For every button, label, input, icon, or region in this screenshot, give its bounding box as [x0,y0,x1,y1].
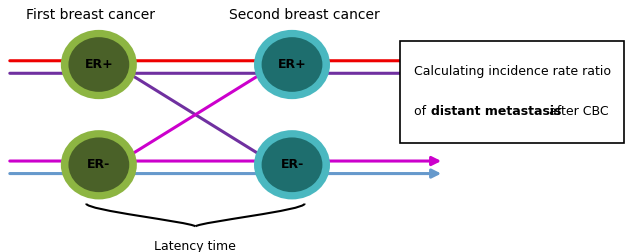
Ellipse shape [61,30,137,99]
Text: of: of [414,105,431,118]
Ellipse shape [262,37,322,92]
Text: Latency time: Latency time [154,240,236,252]
FancyBboxPatch shape [399,41,625,143]
Text: Second breast cancer: Second breast cancer [228,8,380,21]
Text: ER+: ER+ [84,58,113,71]
Ellipse shape [68,37,130,92]
Ellipse shape [61,130,137,199]
Text: Calculating incidence rate ratio: Calculating incidence rate ratio [413,65,611,78]
Ellipse shape [68,137,130,192]
Text: ER+: ER+ [278,58,306,71]
Ellipse shape [254,30,330,99]
Text: after CBC: after CBC [545,105,608,118]
Ellipse shape [262,137,322,192]
Text: First breast cancer: First breast cancer [26,8,155,21]
Text: distant metastasis: distant metastasis [431,105,561,118]
Text: ER-: ER- [87,158,110,171]
Text: ER-: ER- [280,158,304,171]
Ellipse shape [254,130,330,199]
